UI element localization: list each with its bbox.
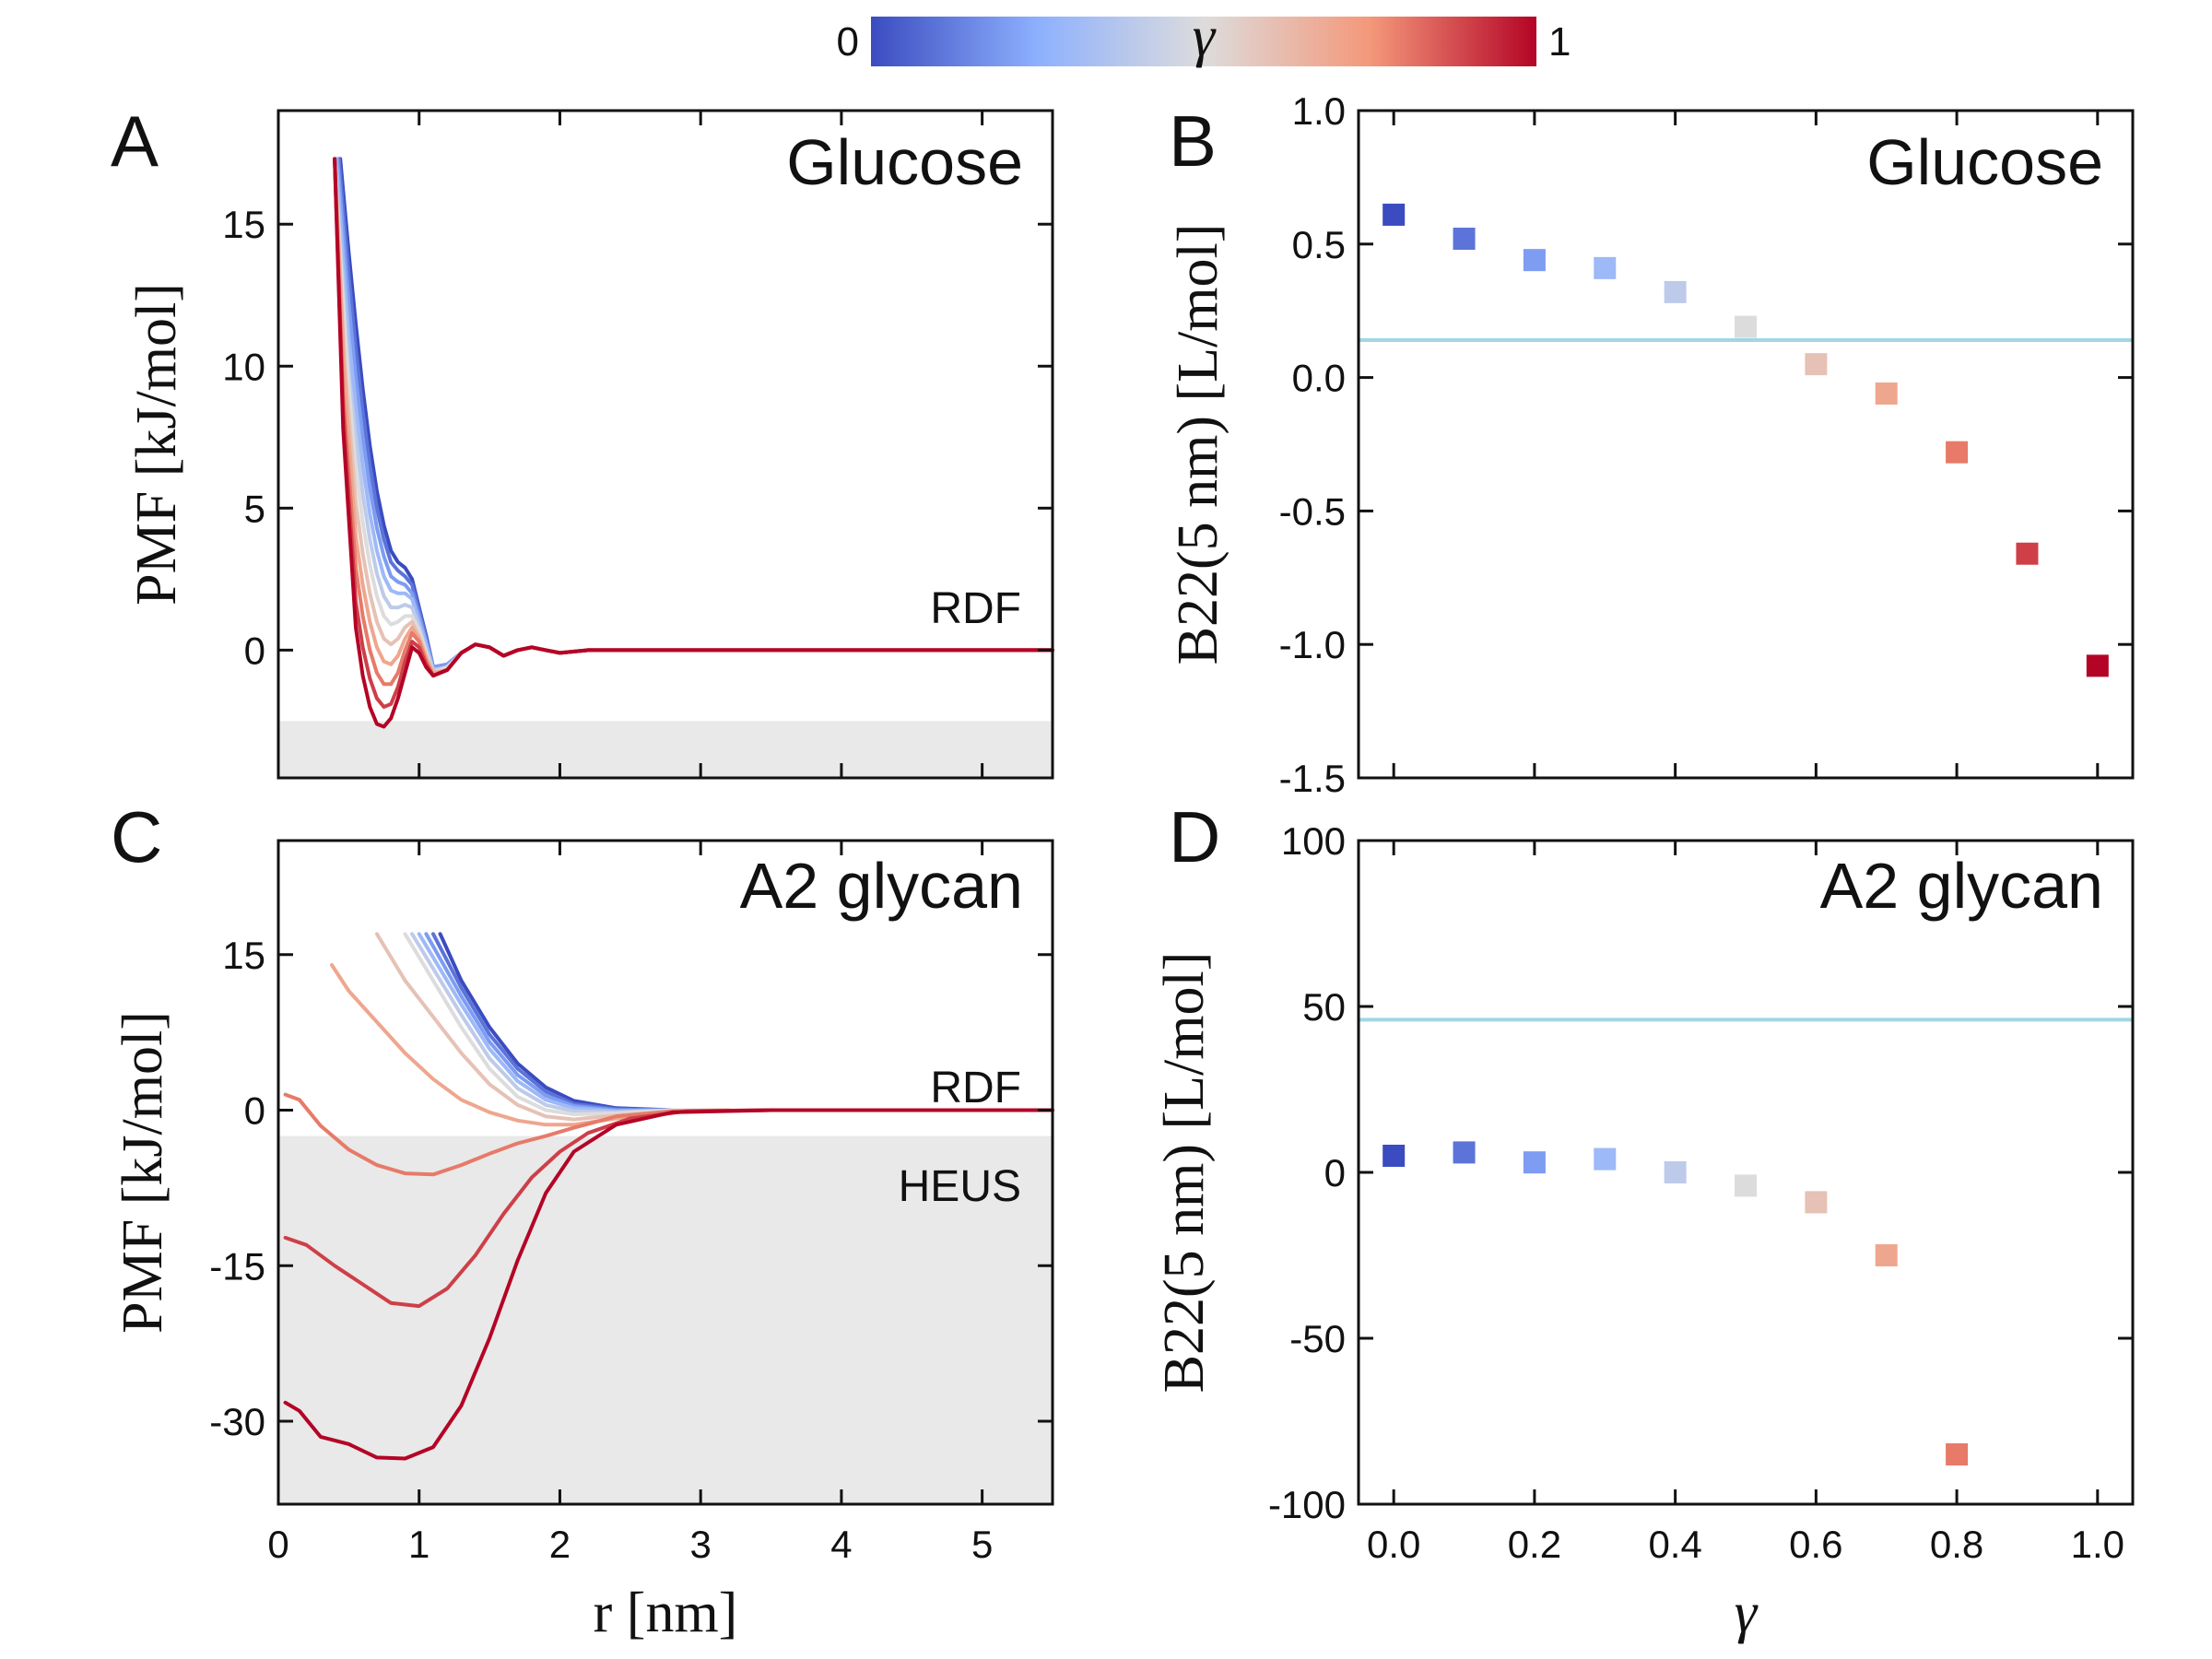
panel-label-a: A [111, 100, 159, 182]
y-axis-label: PMF [kJ/mol] [112, 1011, 174, 1334]
panel-c-pmf-a2-glycan: 0 1 2 3 4 5 -30 -15 0 15 A2 glycan RDF HEUS PMF [… [112, 839, 1054, 1644]
axis-ticks: -1.5 -1.0 -0.5 0.0 0.5 1.0 [1279, 89, 2133, 800]
y-tick-label: 10 [222, 345, 265, 388]
pmf-curve-gamma-0.7 [330, 963, 731, 1127]
b22-points [1382, 203, 2109, 677]
rdf-annotation: RDF [930, 584, 1021, 633]
y-tick-label: -30 [209, 1400, 265, 1443]
x-tick-label: 0.8 [1930, 1523, 1983, 1566]
y-tick-label: 15 [222, 203, 265, 246]
y-tick-label: 0 [244, 629, 265, 672]
b22-point-gamma-1.0 [2086, 654, 2109, 677]
b22-point-gamma-0.8 [1946, 1443, 1969, 1465]
heus-annotation: HEUS [899, 1162, 1021, 1211]
b22-point-gamma-0.8 [1946, 441, 1969, 464]
y-tick-label: 5 [244, 487, 265, 530]
rdf-annotation: RDF [930, 1064, 1021, 1112]
panel-a-pmf-glucose: 0 5 10 15 Glucose RDF PMF [kJ/mol] [125, 109, 1054, 780]
b22-point-gamma-0.0 [1382, 203, 1406, 226]
y-tick-label: 100 [1281, 819, 1346, 863]
y-axis-label: PMF [kJ/mol] [125, 283, 188, 606]
b22-point-gamma-0.2 [1523, 1151, 1546, 1174]
pmf-curves [333, 157, 1054, 729]
b22-point-gamma-0.9 [2016, 542, 2039, 565]
axis-ticks: 0 1 2 3 4 5 -30 -15 0 15 [209, 841, 1053, 1566]
y-tick-label: 1.0 [1292, 89, 1346, 133]
shaded-region [278, 721, 1053, 778]
b22-point-gamma-0.0 [1382, 1145, 1406, 1167]
colorbar-strip [871, 17, 1536, 66]
colorbar-min-label: 0 [837, 19, 859, 65]
y-tick-label: 15 [222, 934, 265, 977]
x-tick-label: 0.6 [1789, 1523, 1842, 1566]
colorbar-label: γ [1193, 6, 1217, 68]
x-tick-label: 5 [971, 1523, 993, 1566]
b22-point-gamma-0.2 [1523, 249, 1546, 272]
colorbar-max-label: 1 [1548, 19, 1571, 65]
x-axis-label: r [nm] [594, 1582, 738, 1644]
panel-title: Glucose [1866, 126, 2103, 198]
b22-point-gamma-0.6 [1805, 1191, 1828, 1214]
pmf-curve-gamma-1.0 [283, 1108, 1054, 1461]
y-tick-label: 50 [1302, 985, 1346, 1029]
panel-title: A2 glycan [740, 850, 1023, 922]
y-tick-label: -1.0 [1279, 623, 1346, 666]
b22-point-gamma-0.4 [1664, 1161, 1687, 1183]
plot-frame [276, 109, 1054, 780]
x-tick-label: 2 [549, 1523, 571, 1566]
x-axis-label: γ [1735, 1582, 1759, 1644]
b22-point-gamma-0.5 [1735, 1174, 1757, 1197]
y-axis-label: B22(5 nm) [L/mol] [1153, 952, 1216, 1394]
pmf-curve-gamma-0.8 [283, 1092, 1054, 1177]
b22-point-gamma-0.7 [1875, 1244, 1898, 1266]
b22-point-gamma-0.4 [1664, 280, 1687, 303]
b22-points [1382, 1141, 1969, 1465]
shaded-region [278, 1135, 1053, 1504]
b22-point-gamma-0.5 [1735, 315, 1757, 338]
b22-point-gamma-0.3 [1594, 256, 1617, 279]
y-axis-label: B22(5 nm) [L/mol] [1167, 224, 1230, 665]
y-tick-label: 0 [244, 1089, 265, 1133]
y-tick-label: 0.0 [1292, 357, 1346, 400]
axis-ticks: 0.0 0.2 0.4 0.6 0.8 1.0 -100 -50 0 50 100 [1268, 819, 2133, 1566]
x-tick-label: 0.0 [1367, 1523, 1420, 1566]
b22-point-gamma-0.7 [1875, 382, 1898, 405]
panel-d-b22-a2-glycan: 0.0 0.2 0.4 0.6 0.8 1.0 -100 -50 0 50 100 A2 glyca… [1153, 819, 2135, 1644]
b22-point-gamma-0.3 [1594, 1147, 1617, 1171]
x-tick-label: 1.0 [2071, 1523, 2124, 1566]
x-tick-label: 0.4 [1648, 1523, 1701, 1566]
colorbar: 0 1 γ [837, 6, 1571, 68]
x-tick-label: 1 [408, 1523, 429, 1566]
y-tick-label: 0.5 [1292, 223, 1346, 266]
plot-frame [1357, 839, 2135, 1506]
pmf-curve-gamma-1.0 [333, 157, 1054, 729]
plot-frame [276, 839, 1054, 1506]
b22-point-gamma-0.6 [1805, 353, 1828, 376]
y-tick-label: -1.5 [1279, 757, 1346, 800]
y-tick-label: -100 [1268, 1483, 1346, 1526]
y-tick-label: -0.5 [1279, 489, 1346, 533]
x-tick-label: 4 [830, 1523, 852, 1566]
plot-frame [1357, 109, 2135, 780]
panel-label-d: D [1169, 796, 1220, 877]
y-tick-label: 0 [1324, 1151, 1346, 1194]
panel-label-b: B [1169, 100, 1217, 182]
b22-point-gamma-0.1 [1453, 1141, 1476, 1164]
x-tick-label: 3 [690, 1523, 712, 1566]
panel-b-b22-glucose: -1.5 -1.0 -0.5 0.0 0.5 1.0 Glucose B22(5 nm) … [1167, 89, 2135, 800]
y-tick-label: -15 [209, 1244, 265, 1288]
panel-title: A2 glycan [1820, 850, 2103, 922]
b22-point-gamma-0.1 [1453, 228, 1476, 251]
panel-title: Glucose [786, 126, 1023, 198]
panel-label-c: C [111, 796, 162, 877]
x-tick-label: 0 [267, 1523, 288, 1566]
pmf-curves [283, 932, 1054, 1461]
y-tick-label: -50 [1289, 1317, 1346, 1360]
x-tick-label: 0.2 [1508, 1523, 1561, 1566]
